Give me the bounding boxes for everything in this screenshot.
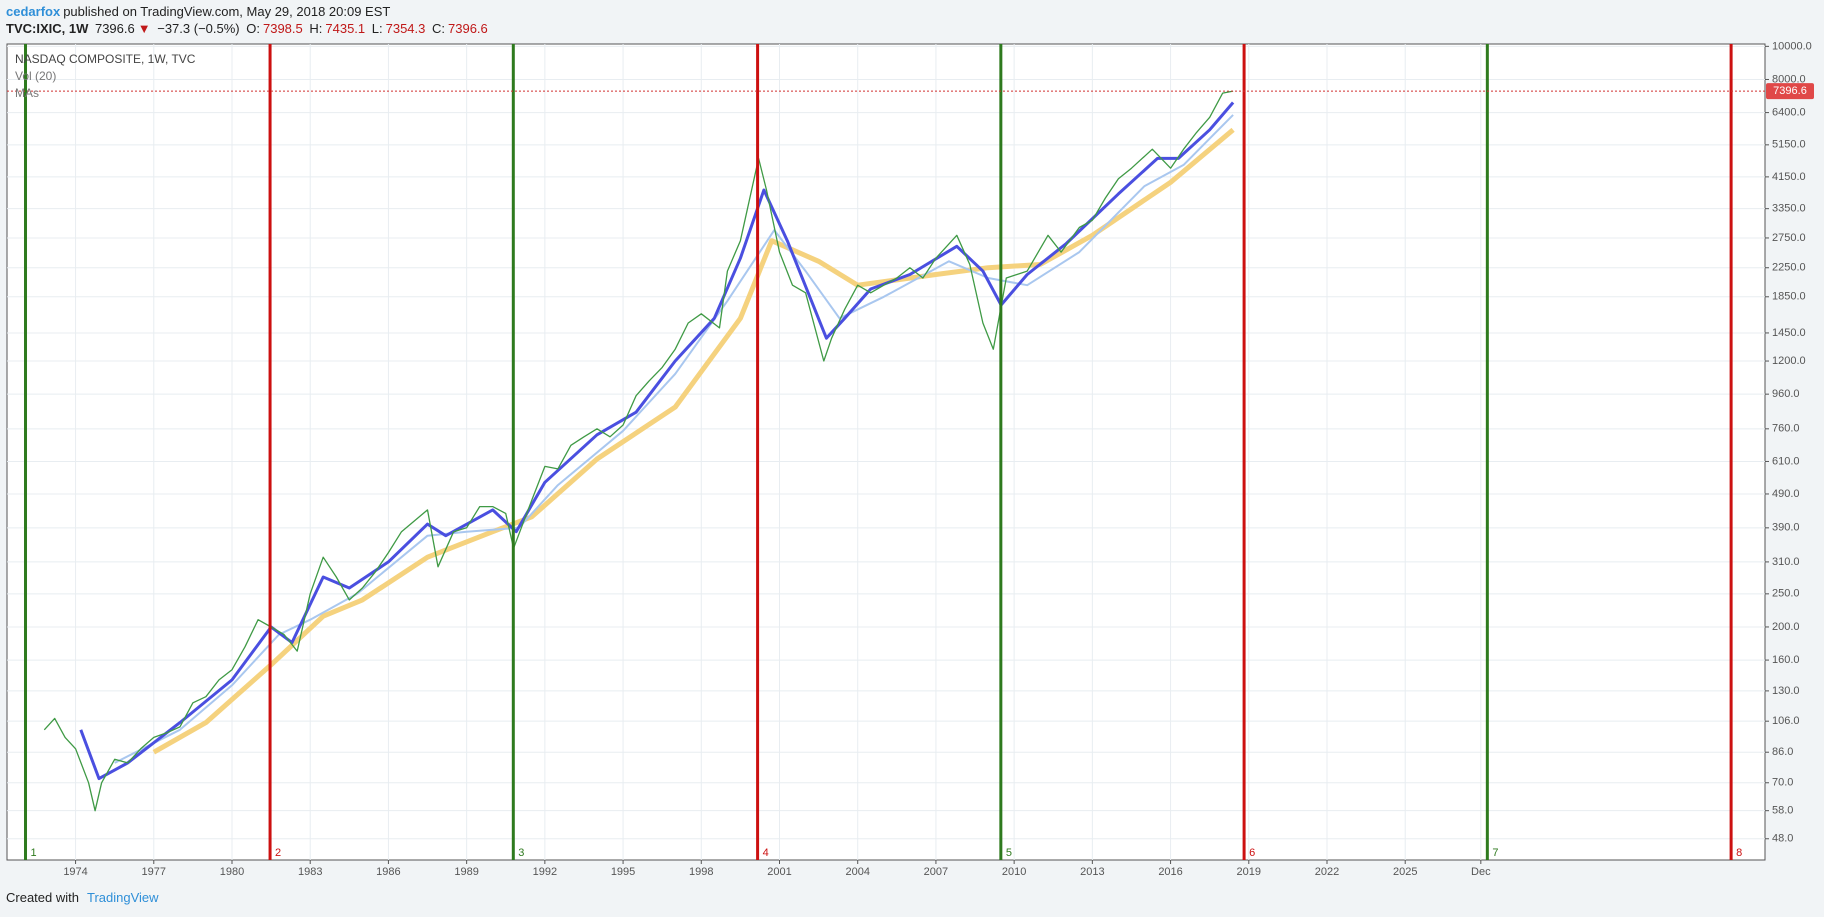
y-tick-label: 160.0 — [1772, 654, 1800, 666]
y-tick-label: 2250.0 — [1772, 262, 1806, 274]
cycle-label: 1 — [31, 847, 37, 859]
y-tick-label: 70.0 — [1772, 777, 1793, 789]
y-tick-label: 106.0 — [1772, 715, 1800, 727]
published: published on TradingView.com, May 29, 20… — [63, 4, 391, 19]
cycle-label: 2 — [275, 847, 281, 859]
x-tick-label: 2025 — [1393, 866, 1417, 878]
x-tick-label: 2007 — [924, 866, 948, 878]
y-tick-label: 1850.0 — [1772, 291, 1806, 303]
x-tick-label: 1998 — [689, 866, 713, 878]
price-line — [43, 90, 1234, 812]
down-arrow: ▼ — [137, 21, 151, 36]
header: cedarfox published on TradingView.com, Ma… — [6, 4, 393, 19]
y-tick-label: 5150.0 — [1772, 139, 1806, 151]
x-tick-label: 1983 — [298, 866, 322, 878]
x-tick-label: 2010 — [1002, 866, 1026, 878]
y-tick-label: 2750.0 — [1772, 232, 1806, 244]
x-tick-label: 2016 — [1158, 866, 1182, 878]
y-tick-label: 610.0 — [1772, 455, 1800, 467]
author[interactable]: cedarfox — [6, 4, 61, 19]
x-tick-label: 2022 — [1315, 866, 1339, 878]
x-tick-label: 2004 — [845, 866, 869, 878]
last-price-label: 7396.6 — [1773, 85, 1807, 97]
price-line — [114, 114, 1234, 764]
cycle-label: 7 — [1492, 847, 1498, 859]
change: −37.3 (−0.5%) — [157, 21, 240, 36]
last-price-box — [1766, 83, 1814, 100]
x-tick-label: 2001 — [767, 866, 791, 878]
price-line — [152, 127, 1235, 755]
cycle-label: 5 — [1006, 847, 1012, 859]
ohlc-label: L: — [371, 21, 383, 36]
y-tick-label: 490.0 — [1772, 488, 1800, 500]
ohlc-value: 7435.1 — [325, 21, 366, 36]
x-tick-label: 1977 — [142, 866, 166, 878]
chart-title: NASDAQ COMPOSITE, 1W, TVC — [15, 52, 196, 66]
cycle-label: 6 — [1249, 847, 1255, 859]
x-tick-label: 1980 — [220, 866, 244, 878]
x-tick-label: 1986 — [376, 866, 400, 878]
symbol: TVC:IXIC, 1W — [6, 21, 89, 36]
cycle-label: 3 — [518, 847, 524, 859]
x-tick-label: 2013 — [1080, 866, 1104, 878]
legend-entry: MAs — [15, 86, 39, 100]
symbol-bar: TVC:IXIC, 1W 7396.6 ▼ −37.3 (−0.5%) O: 739… — [6, 21, 491, 36]
plot-area — [6, 43, 1766, 861]
y-tick-label: 86.0 — [1772, 746, 1793, 758]
x-tick-label: 1989 — [454, 866, 478, 878]
created: Created with — [6, 890, 79, 905]
y-tick-label: 8000.0 — [1772, 73, 1806, 85]
ohlc-value: 7398.5 — [262, 21, 303, 36]
x-tick-label: 1995 — [611, 866, 635, 878]
cycle-label: 4 — [763, 847, 769, 859]
y-tick-label: 48.0 — [1772, 833, 1793, 845]
legend-entry: Vol (20) — [15, 69, 56, 83]
y-tick-label: 960.0 — [1772, 388, 1800, 400]
y-tick-label: 58.0 — [1772, 805, 1793, 817]
y-tick-label: 390.0 — [1772, 522, 1800, 534]
y-tick-label: 1200.0 — [1772, 355, 1806, 367]
x-tick-label: 2019 — [1237, 866, 1261, 878]
ohlc-label: H: — [309, 21, 323, 36]
y-tick-label: 3350.0 — [1772, 203, 1806, 215]
y-tick-label: 10000.0 — [1772, 40, 1812, 52]
ohlc-value: 7396.6 — [448, 21, 488, 36]
y-tick-label: 310.0 — [1772, 556, 1800, 568]
y-tick-label: 6400.0 — [1772, 106, 1806, 118]
y-tick-label: 760.0 — [1772, 423, 1800, 435]
y-tick-label: 1450.0 — [1772, 327, 1806, 339]
y-tick-label: 250.0 — [1772, 588, 1800, 600]
x-tick-label: Dec — [1471, 866, 1491, 878]
footer: Created with TradingView — [6, 890, 159, 905]
x-tick-label: 1992 — [533, 866, 557, 878]
y-tick-label: 200.0 — [1772, 621, 1800, 633]
ohlc-label: C: — [432, 21, 445, 36]
ohlc-label: O: — [246, 21, 260, 36]
brand[interactable]: TradingView — [86, 890, 159, 905]
cycle-label: 8 — [1736, 847, 1742, 859]
ohlc-value: 7354.3 — [385, 21, 426, 36]
x-tick-label: 1974 — [63, 866, 87, 878]
y-tick-label: 4150.0 — [1772, 171, 1806, 183]
last: 7396.6 — [94, 21, 135, 36]
y-tick-label: 130.0 — [1772, 685, 1800, 697]
